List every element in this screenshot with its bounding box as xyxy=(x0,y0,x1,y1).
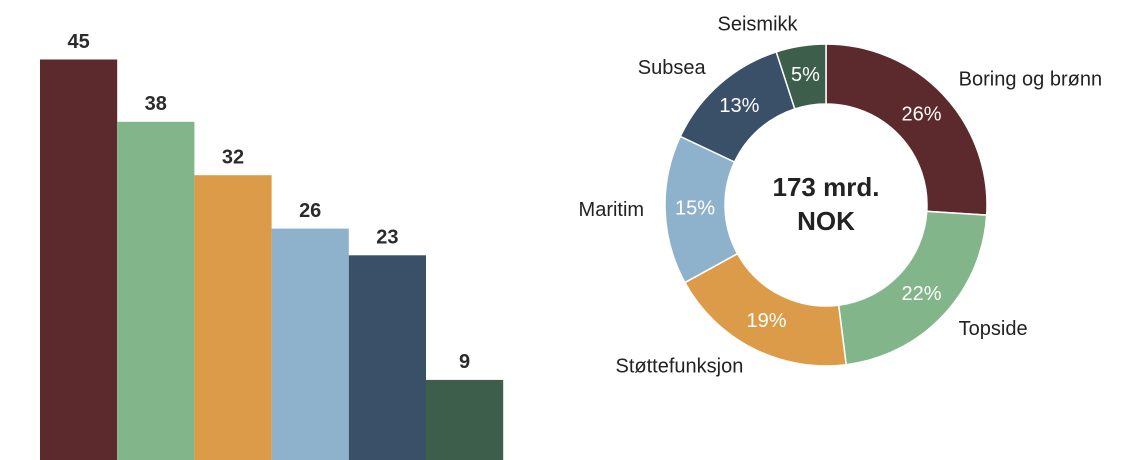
segment-value-label: 15% xyxy=(675,197,715,219)
segment-label: Seismikk xyxy=(718,14,799,36)
donut-segment xyxy=(825,43,988,216)
donut-segment xyxy=(775,43,827,110)
bar-value-label: 32 xyxy=(222,146,244,168)
bar-value-label: 26 xyxy=(299,200,321,222)
bar xyxy=(426,379,504,460)
segment-label: Subsea xyxy=(638,57,707,79)
segment-value-label: 13% xyxy=(719,95,759,117)
bar-value-label: 9 xyxy=(459,351,470,373)
center-label: NOK xyxy=(797,206,855,236)
bar xyxy=(271,228,349,460)
bar-value-label: 38 xyxy=(145,93,167,115)
bar xyxy=(348,255,426,460)
bar xyxy=(117,121,195,460)
bar xyxy=(194,175,272,460)
bar-value-label: 23 xyxy=(376,227,398,249)
segment-value-label: 22% xyxy=(901,283,941,305)
segment-label: Støttefunksjon xyxy=(616,355,744,377)
segment-label: Maritim xyxy=(579,199,645,221)
segment-label: Topside xyxy=(959,318,1028,340)
donut-segment xyxy=(837,210,988,366)
segment-value-label: 26% xyxy=(901,104,941,126)
bar-value-label: 45 xyxy=(67,31,89,53)
segment-value-label: 5% xyxy=(791,64,820,86)
segment-label: Boring og brønn xyxy=(959,69,1102,91)
segment-value-label: 19% xyxy=(747,310,787,332)
bar xyxy=(40,59,118,460)
center-label: 173 mrd. xyxy=(773,172,880,202)
